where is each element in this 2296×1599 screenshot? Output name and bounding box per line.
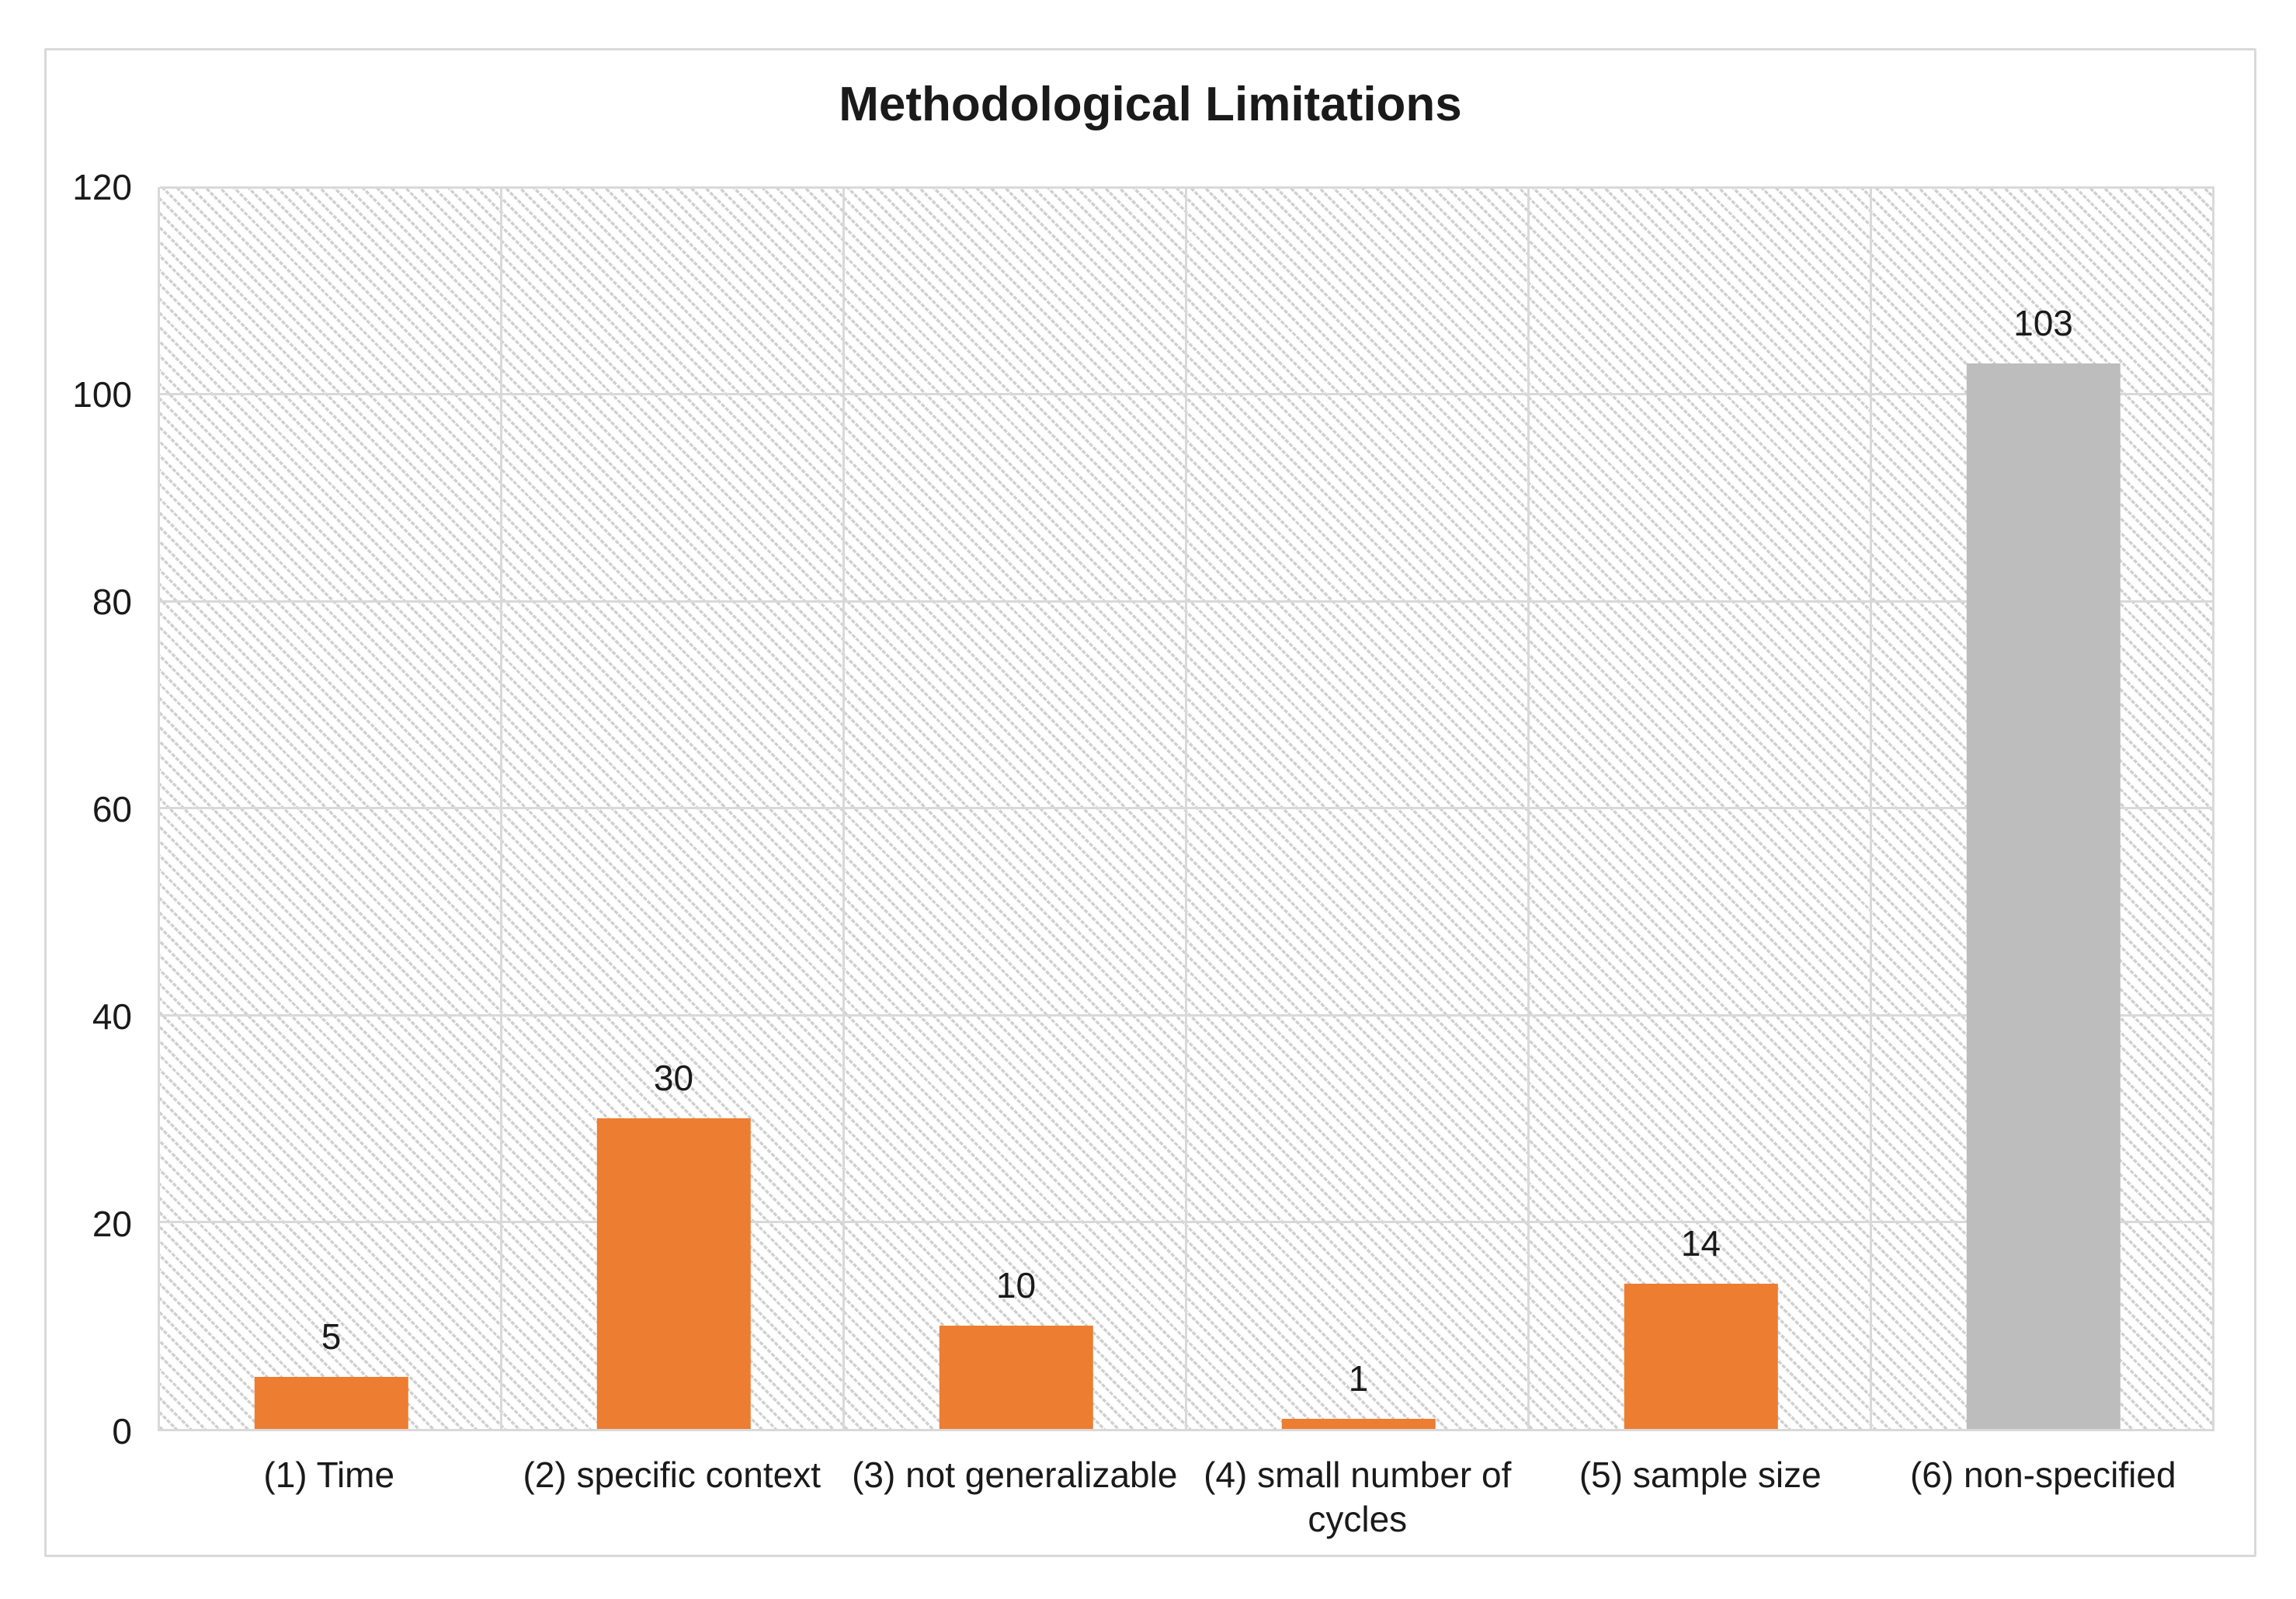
bar-slot: 10 bbox=[845, 187, 1187, 1429]
x-category-label-line: (2) specific context bbox=[523, 1455, 821, 1495]
x-category-label-line: (6) non-specified bbox=[1909, 1455, 2176, 1495]
bar-slot: 5 bbox=[160, 187, 502, 1429]
x-axis: (1) Time (2) specific context (3) not gene… bbox=[158, 1453, 2214, 1554]
bar bbox=[254, 1377, 408, 1429]
y-tick-label: 0 bbox=[112, 1411, 132, 1451]
y-tick-label: 100 bbox=[72, 374, 132, 415]
bar bbox=[596, 1118, 751, 1429]
gridline-vertical bbox=[1185, 187, 1187, 1429]
y-tick-label: 40 bbox=[92, 996, 132, 1038]
y-tick-label: 20 bbox=[92, 1204, 132, 1245]
gridline-vertical bbox=[842, 187, 845, 1429]
x-category-label: (6) non-specified bbox=[1700, 1453, 2296, 1497]
y-tick-label: 60 bbox=[92, 789, 132, 829]
x-category-label-line: (1) Time bbox=[263, 1455, 395, 1495]
gridline-horizontal bbox=[160, 1013, 2214, 1017]
bar-slot: 1 bbox=[1187, 187, 1530, 1429]
gridline-vertical bbox=[2212, 187, 2214, 1429]
bar bbox=[1966, 363, 2121, 1429]
x-category-label-line: (4) small number of bbox=[1204, 1455, 1512, 1495]
bar bbox=[939, 1325, 1093, 1429]
x-category-label: (1) Time bbox=[0, 1453, 672, 1497]
bar-slot: 14 bbox=[1530, 187, 1872, 1429]
bar-value-label: 1 bbox=[1348, 1357, 1369, 1399]
bar bbox=[1281, 1418, 1436, 1429]
bar-slot: 30 bbox=[502, 187, 845, 1429]
gridline-vertical bbox=[499, 187, 502, 1429]
x-category-label-line: (3) not generalizable bbox=[852, 1455, 1178, 1495]
gridline-vertical bbox=[1870, 187, 1872, 1429]
x-category-label: (5) sample size bbox=[1357, 1453, 2043, 1497]
x-category-label: (3) not generalizable bbox=[672, 1453, 1357, 1497]
gridline-vertical bbox=[1527, 187, 1530, 1429]
chart-title: Methodological Limitations bbox=[839, 78, 1462, 131]
y-tick-label: 120 bbox=[72, 167, 132, 207]
bar-value-label: 103 bbox=[2013, 302, 2073, 343]
y-axis: 0 20 40 60 80 100 120 bbox=[47, 167, 132, 1451]
x-category-label: (2) specific context bbox=[329, 1453, 1015, 1497]
gridline-horizontal bbox=[160, 600, 2214, 603]
bar-value-label: 5 bbox=[321, 1316, 342, 1357]
gridline-horizontal bbox=[160, 1221, 2214, 1224]
bar-value-label: 10 bbox=[995, 1264, 1037, 1305]
gridline-horizontal bbox=[160, 186, 2214, 189]
bar-value-label: 14 bbox=[1680, 1223, 1721, 1264]
gridline-horizontal bbox=[160, 807, 2214, 809]
gridline-horizontal bbox=[160, 393, 2214, 395]
bar bbox=[1624, 1284, 1778, 1429]
y-tick-label: 80 bbox=[92, 582, 132, 623]
bar-value-label: 30 bbox=[653, 1058, 694, 1099]
chart-card: Methodological Limitations 0 20 40 60 80 100 1… bbox=[44, 48, 2256, 1557]
x-category-label: (4) small number of cycles bbox=[1015, 1453, 1700, 1542]
x-category-label-line: (5) sample size bbox=[1579, 1455, 1822, 1495]
plot-area: 5 30 10 1 14 103 bbox=[158, 186, 2214, 1431]
x-category-label-line: cycles bbox=[1308, 1499, 1408, 1539]
bar-slot: 103 bbox=[1872, 187, 2214, 1429]
